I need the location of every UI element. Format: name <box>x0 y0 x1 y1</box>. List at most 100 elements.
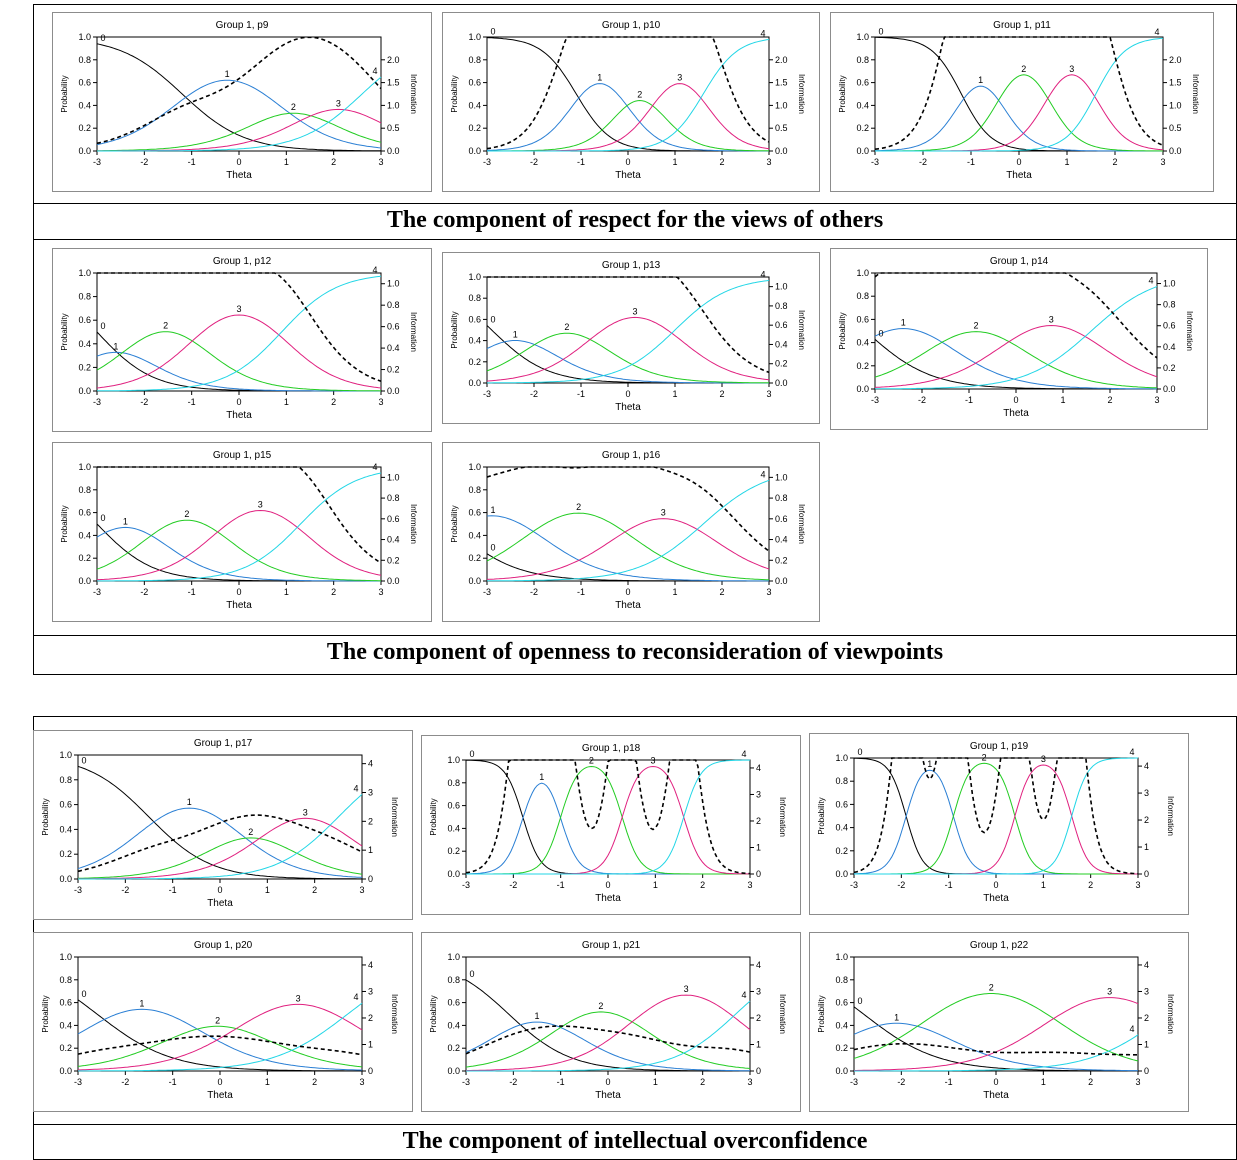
category-curve-3 <box>96 314 382 389</box>
x-tick-label: 1 <box>284 157 289 167</box>
x-tick-label: 0 <box>217 885 222 895</box>
chart-svg: Group 1, p20 -3 -2 -1 0 1 2 3 0.0 0.2 0.4 0.6 0.8 1.0… <box>41 940 399 1101</box>
category-label-3: 3 <box>633 306 638 316</box>
y2-tick-label: 2 <box>368 1013 373 1023</box>
chart-svg: Group 1, p18 -3 -2 -1 0 1 2 3 0.0 0.2 0.4 0.6 0.8 1.0… <box>429 743 787 904</box>
information-curve <box>874 36 1164 150</box>
chart-title: Group 1, p15 <box>213 450 272 461</box>
y2-tick-label: 0.8 <box>775 301 788 311</box>
category-curve-0 <box>77 765 362 880</box>
y-axis-label: Probability <box>838 75 847 112</box>
y-tick-label: 0.2 <box>447 846 460 856</box>
category-curve-2 <box>466 765 750 875</box>
x-tick-label: -1 <box>577 587 585 597</box>
table-divider <box>33 1124 1237 1125</box>
category-label-3: 3 <box>1049 315 1054 325</box>
category-curve-1 <box>853 1022 1139 1072</box>
y2-axis-label: Information <box>390 994 399 1034</box>
category-curve-3 <box>486 518 770 580</box>
x-tick-label: -3 <box>93 587 101 597</box>
y2-tick-label: 1.0 <box>387 100 400 110</box>
x-tick-label: 2 <box>331 587 336 597</box>
x-tick-label: -1 <box>188 587 196 597</box>
chart-panel: Group 1, p21 -3 -2 -1 0 1 2 3 0.0 0.2 0.4 0.6 0.8 1.0… <box>421 932 801 1112</box>
plot-area <box>77 754 363 880</box>
y2-tick-label: 1.0 <box>387 279 400 289</box>
y-tick-label: 1.0 <box>856 32 869 42</box>
y-tick-label: 0.4 <box>468 530 481 540</box>
x-tick-label: 2 <box>719 389 724 399</box>
category-label-1: 1 <box>894 1012 899 1022</box>
y-tick-label: 0.0 <box>468 146 481 156</box>
x-tick-label: 1 <box>265 885 270 895</box>
y-tick-label: 1.0 <box>78 32 91 42</box>
category-label-4: 4 <box>1129 747 1134 757</box>
x-tick-label: 0 <box>625 587 630 597</box>
category-label-3: 3 <box>650 755 655 765</box>
x-tick-label: 0 <box>1016 157 1021 167</box>
category-curve-1 <box>486 515 769 582</box>
x-tick-label: -1 <box>169 885 177 895</box>
category-curve-1 <box>96 79 382 149</box>
x-tick-label: -2 <box>140 587 148 597</box>
x-tick-label: 1 <box>653 880 658 890</box>
x-axis-label: Theta <box>595 1090 621 1101</box>
x-axis-label: Theta <box>207 898 233 909</box>
category-label-4: 4 <box>741 990 746 1000</box>
x-tick-label: 3 <box>766 587 771 597</box>
category-label-4: 4 <box>760 28 765 38</box>
y-tick-label: 0.6 <box>78 78 91 88</box>
x-tick-label: 2 <box>700 880 705 890</box>
y2-tick-label: 4 <box>368 960 373 970</box>
category-curve-4 <box>487 279 770 384</box>
chart-title: Group 1, p12 <box>213 256 272 267</box>
y2-tick-label: 1.0 <box>775 100 788 110</box>
y2-tick-label: 1 <box>368 1039 373 1049</box>
y2-axis-label: Information <box>797 504 806 544</box>
y2-axis-label: Information <box>1191 74 1200 114</box>
chart-title: Group 1, p16 <box>602 450 661 461</box>
category-curve-2 <box>78 837 363 879</box>
x-tick-label: -2 <box>121 1077 129 1087</box>
category-curve-0 <box>853 757 1138 875</box>
category-curve-3 <box>487 83 770 152</box>
y2-tick-label: 0.6 <box>1163 321 1176 331</box>
x-axis-label: Theta <box>226 600 252 611</box>
x-tick-label: -1 <box>169 1077 177 1087</box>
category-curve-4 <box>97 275 382 392</box>
x-tick-label: -2 <box>509 880 517 890</box>
x-tick-label: -2 <box>140 397 148 407</box>
category-label-0: 0 <box>878 26 883 36</box>
x-tick-label: 1 <box>265 1077 270 1087</box>
category-curve-2 <box>875 74 1164 152</box>
y-tick-label: 0.2 <box>78 123 91 133</box>
chart-title: Group 1, p13 <box>602 260 661 271</box>
information-curve <box>465 1025 751 1055</box>
y-axis-label: Probability <box>817 797 826 834</box>
x-tick-label: -2 <box>530 587 538 597</box>
y-tick-label: 0.8 <box>447 975 460 985</box>
x-tick-label: 2 <box>1112 157 1117 167</box>
chart-title: Group 1, p14 <box>990 256 1049 267</box>
x-tick-label: 1 <box>672 157 677 167</box>
y-axis-label: Probability <box>41 995 50 1032</box>
x-tick-label: 0 <box>236 397 241 407</box>
x-tick-label: 3 <box>378 397 383 407</box>
y2-tick-label: 0.6 <box>387 322 400 332</box>
plot-area <box>77 956 363 1072</box>
y2-axis-label: Information <box>409 504 418 544</box>
y-tick-label: 0.0 <box>447 1066 460 1076</box>
x-tick-label: 3 <box>1135 880 1140 890</box>
y2-tick-label: 0.0 <box>1169 146 1182 156</box>
x-tick-label: -1 <box>557 880 565 890</box>
x-tick-label: 3 <box>747 1077 752 1087</box>
y2-tick-label: 1 <box>1144 842 1149 852</box>
x-tick-label: 0 <box>605 880 610 890</box>
y-tick-label: 1.0 <box>856 268 869 278</box>
category-label-4: 4 <box>1154 27 1159 37</box>
x-tick-label: 2 <box>312 885 317 895</box>
y2-tick-label: 0.6 <box>775 320 788 330</box>
information-curve <box>487 276 770 374</box>
category-label-3: 3 <box>336 98 341 108</box>
x-tick-label: -2 <box>530 389 538 399</box>
